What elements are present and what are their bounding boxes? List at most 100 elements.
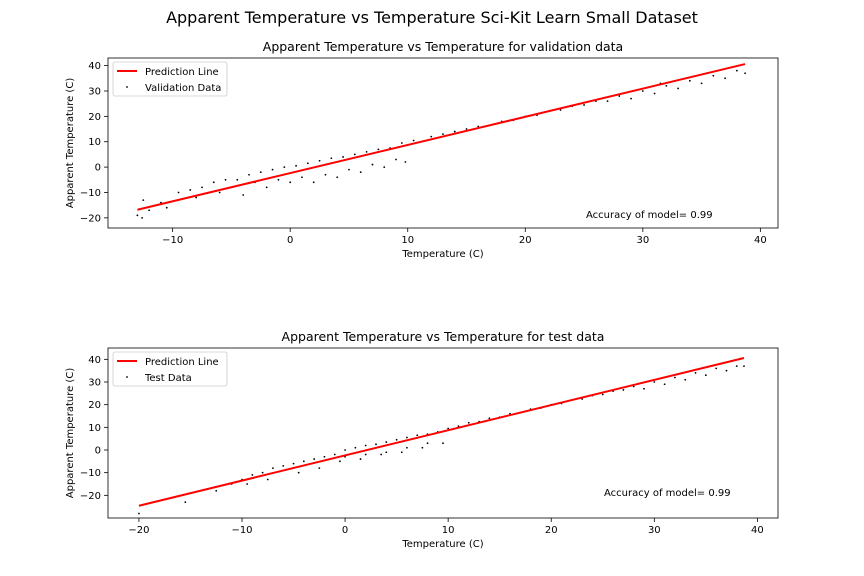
- data-point: [395, 438, 398, 441]
- data-point: [406, 446, 408, 449]
- accuracy-annotation: Accuracy of model= 0.99: [604, 488, 731, 499]
- y-tick-label: −20: [80, 213, 101, 224]
- x-tick-label: 40: [754, 235, 767, 246]
- data-point: [141, 216, 143, 219]
- x-tick-label: −20: [128, 525, 149, 536]
- data-point: [195, 196, 198, 199]
- data-point: [653, 92, 656, 95]
- data-point: [630, 97, 632, 100]
- data-point: [453, 130, 456, 133]
- legend-label-prediction: Prediction Line: [145, 357, 219, 368]
- data-point: [344, 449, 346, 451]
- prediction-line: [137, 63, 746, 211]
- data-point: [330, 157, 333, 160]
- legend-label-prediction: Prediction Line: [145, 67, 219, 78]
- data-point: [342, 156, 344, 158]
- data-point: [406, 436, 408, 439]
- y-tick-label: 20: [88, 112, 101, 123]
- y-axis-label: Apparent Temperature (C): [65, 78, 76, 209]
- data-point: [704, 374, 707, 377]
- data-point: [312, 181, 315, 184]
- subplot-title: Apparent Temperature vs Temperature for …: [282, 329, 605, 344]
- data-point: [348, 168, 350, 171]
- y-tick-label: −20: [80, 491, 101, 502]
- data-point: [218, 191, 221, 194]
- data-point: [380, 453, 383, 456]
- data-point: [323, 455, 326, 458]
- data-point: [725, 369, 728, 372]
- y-tick-label: 20: [88, 400, 101, 411]
- data-point: [447, 427, 450, 430]
- data-point: [421, 446, 424, 449]
- x-axis-label: Temperature (C): [401, 249, 483, 260]
- data-point: [339, 460, 341, 463]
- data-point: [467, 421, 470, 424]
- data-point: [601, 393, 604, 396]
- figure-suptitle: Apparent Temperature vs Temperature Sci-…: [166, 8, 698, 27]
- data-point: [677, 87, 679, 90]
- data-point: [465, 128, 468, 130]
- x-tick-label: −10: [162, 235, 183, 246]
- data-point: [383, 166, 386, 169]
- data-point: [248, 173, 250, 176]
- data-point: [259, 171, 262, 174]
- data-point: [364, 444, 367, 447]
- data-point: [744, 72, 746, 75]
- y-tick-label: 10: [88, 137, 101, 148]
- data-point: [242, 194, 245, 196]
- data-point: [665, 85, 668, 87]
- data-point: [289, 181, 292, 184]
- x-tick-label: 20: [519, 235, 532, 246]
- legend-point-swatch: [126, 86, 128, 88]
- data-point: [583, 104, 585, 106]
- data-point: [318, 159, 321, 162]
- data-point: [412, 139, 415, 142]
- data-point: [261, 471, 264, 474]
- data-point: [297, 471, 300, 474]
- x-tick-label: 30: [648, 525, 661, 536]
- y-tick-label: 40: [88, 61, 101, 72]
- data-point: [488, 417, 491, 420]
- data-point: [375, 443, 377, 446]
- data-point: [735, 365, 738, 368]
- data-point: [430, 135, 433, 138]
- data-point: [694, 372, 697, 374]
- axes-frame: [107, 347, 779, 519]
- x-tick-label: 20: [545, 525, 558, 536]
- data-point: [201, 186, 203, 189]
- y-tick-label: 30: [88, 378, 101, 389]
- x-tick-label: 0: [287, 235, 293, 246]
- data-point: [142, 199, 145, 201]
- data-point: [236, 178, 239, 181]
- data-point: [364, 453, 367, 456]
- y-tick-label: 40: [88, 355, 101, 366]
- legend-box: [112, 61, 228, 97]
- data-point: [283, 166, 286, 169]
- data-point: [663, 383, 666, 386]
- validation-subplot: Apparent Temperature vs Temperature for …: [65, 39, 779, 260]
- y-tick-label: −10: [80, 468, 101, 479]
- data-point: [442, 133, 444, 136]
- data-point: [215, 489, 218, 492]
- data-point: [136, 214, 139, 217]
- x-axis-label: Temperature (C): [401, 539, 483, 550]
- x-tick-label: 0: [342, 525, 348, 536]
- legend-label-data: Test Data: [144, 373, 192, 384]
- data-point: [165, 206, 168, 209]
- data-point: [559, 109, 562, 111]
- x-tick-label: 30: [636, 235, 649, 246]
- legend-box: [112, 351, 228, 387]
- data-point: [246, 483, 249, 485]
- axes-frame: [107, 57, 779, 229]
- data-point: [265, 186, 268, 189]
- data-point: [313, 458, 316, 460]
- data-point: [189, 189, 192, 191]
- data-point: [272, 467, 274, 470]
- data-point: [632, 385, 635, 388]
- y-tick-label: 30: [88, 86, 101, 97]
- y-tick-label: 0: [95, 163, 101, 174]
- data-point: [184, 501, 187, 504]
- data-point: [318, 467, 321, 470]
- data-point: [359, 171, 362, 174]
